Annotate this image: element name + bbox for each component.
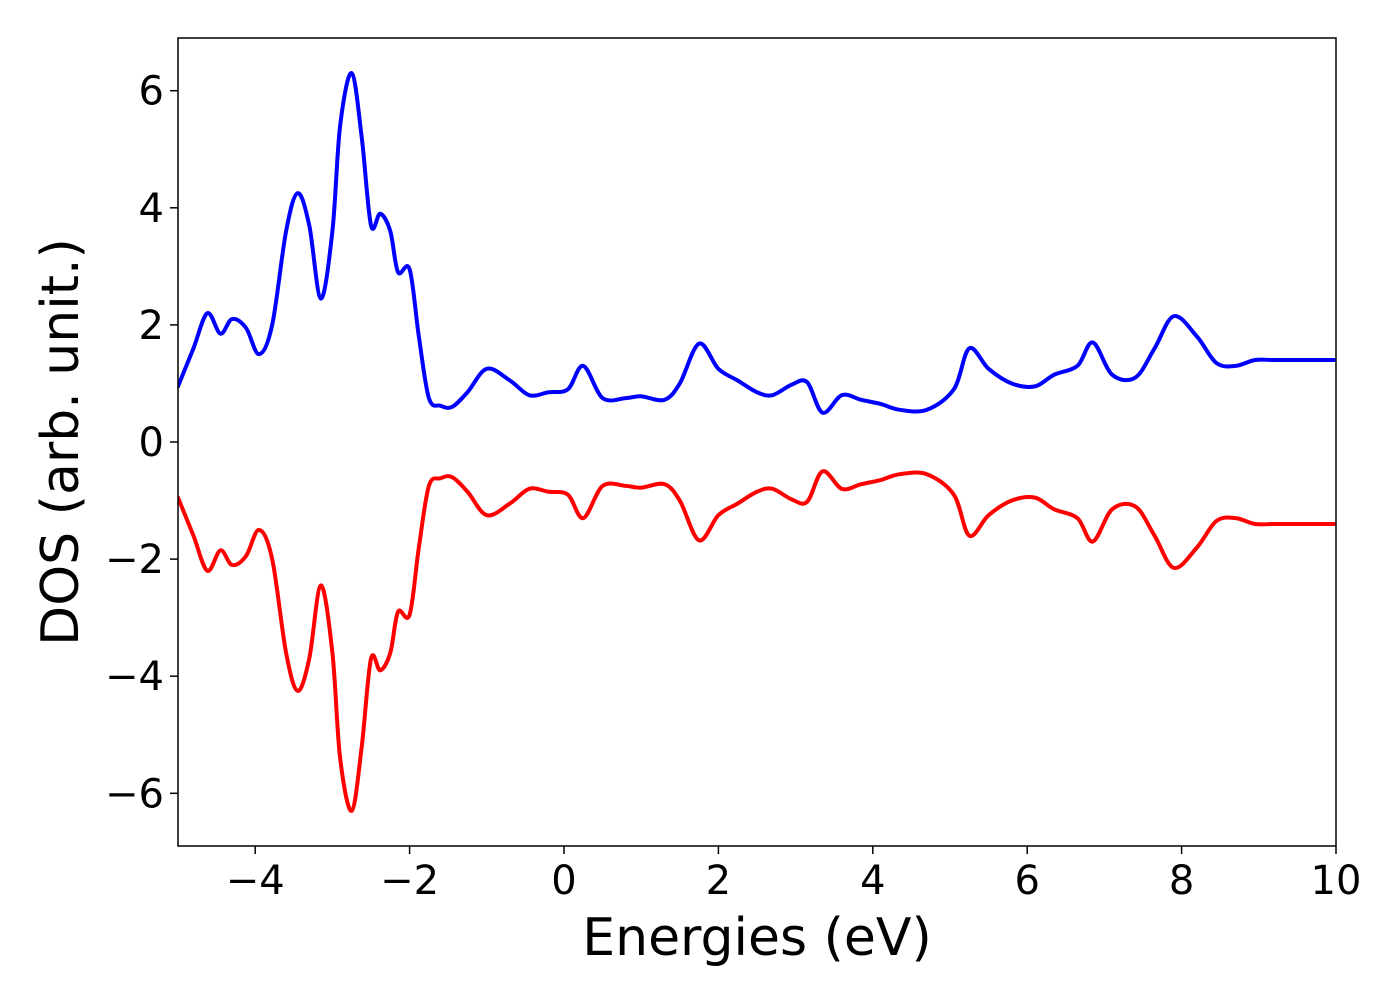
y-axis-title: DOS (arb. unit.) <box>31 238 91 646</box>
x-tick-label: 2 <box>706 858 731 904</box>
x-tick-label: 10 <box>1311 858 1362 904</box>
y-tick-label: 4 <box>139 186 164 232</box>
y-tick-label: 2 <box>139 303 164 349</box>
y-tick-label: −4 <box>105 654 164 700</box>
y-tick-label: 6 <box>139 69 164 115</box>
series-group <box>178 71 1336 813</box>
y-tick-label: −6 <box>105 771 164 817</box>
x-tick-label: −2 <box>380 858 439 904</box>
plot-area <box>177 37 1337 847</box>
x-tick-label: −4 <box>226 858 285 904</box>
x-tick-label: 6 <box>1014 858 1039 904</box>
x-tick-label: 8 <box>1169 858 1194 904</box>
y-axis-ticks: −6 −4 −2 0 2 4 6 <box>105 69 178 817</box>
x-tick-label: 4 <box>860 858 885 904</box>
y-tick-label: −2 <box>105 537 164 583</box>
x-axis-ticks: −4 −2 0 2 4 6 8 10 <box>226 846 1362 904</box>
plot-frame <box>177 37 1337 847</box>
x-axis-title: Energies (eV) <box>582 908 931 968</box>
series-line-red <box>178 469 1336 813</box>
series-line-blue <box>178 71 1336 415</box>
x-tick-label: 0 <box>551 858 576 904</box>
y-tick-label: 0 <box>139 420 164 466</box>
